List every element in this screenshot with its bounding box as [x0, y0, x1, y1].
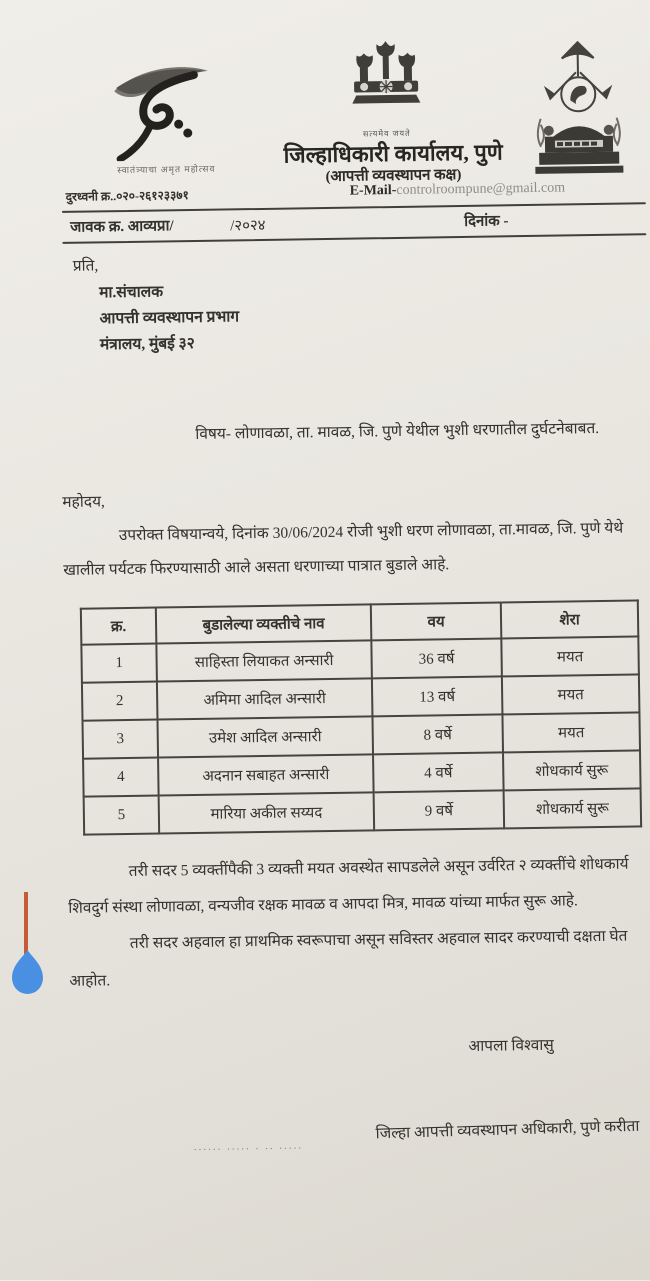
phone-line: दुरध्वनी क्र..०२०-२६१२३३७१ [66, 186, 189, 205]
collector-seal-icon [523, 37, 633, 185]
outward-year: /२०२४ [230, 215, 266, 236]
sign-off: आपला विश्वासु [468, 1033, 554, 1056]
closing-paragraph-line: तरी सदर 5 व्यक्तींपैकी 3 व्यक्ती मयत अवस… [129, 852, 629, 881]
table-header-cell: बुडालेल्या व्यक्तीचे नाव [156, 604, 372, 643]
signatory: जिल्हा आपत्ती व्यवस्थापन अधिकारी, पुणे क… [375, 1114, 639, 1144]
greeting: महोदय, [62, 489, 105, 512]
table-cell: 8 वर्षे [372, 714, 503, 754]
stray-dots: ...... ..... . .. ..... [194, 1139, 303, 1153]
outward-number-label: जावक क्र. आव्यप्रा/ [70, 215, 174, 237]
subject-line: विषय- लोणावळा, ता. मावळ, जि. पुणे येथील … [195, 416, 599, 444]
table-cell: अदनान सबाहत अन्सारी [158, 754, 374, 795]
table-cell: मयत [501, 636, 639, 676]
body-paragraph-line: उपरोक्त विषयान्वये, दिनांक 30/06/2024 रो… [119, 516, 624, 545]
table-header-cell: क्र. [81, 608, 157, 645]
recipient-line: आपत्ती व्यवस्थापन प्रभाग [99, 304, 239, 328]
table-cell: 3 [82, 720, 158, 759]
table-cell: 5 [84, 796, 160, 835]
table-cell: 13 वर्ष [372, 676, 503, 716]
table-cell: 36 वर्ष [371, 638, 502, 678]
table-cell: साहिस्ता लियाकत अन्सारी [156, 640, 372, 681]
table-cell: 1 [81, 644, 157, 683]
email-label: E-Mail- [350, 183, 397, 199]
date-label: दिनांक - [464, 210, 509, 231]
email-line: E-Mail-controlroompune@gmail.com [350, 180, 566, 199]
recipient-salutation: प्रति, [73, 253, 99, 275]
table-header-cell: वय [371, 602, 502, 640]
table-cell: 9 वर्षे [374, 790, 505, 830]
table-header-cell: शेरा [501, 600, 639, 638]
header-rule-top [62, 202, 646, 213]
table-cell: मयत [502, 712, 640, 752]
recipient-line: मंत्रालय, मुंबई ३२ [100, 331, 195, 354]
amrit-mahotsav-logo-icon [92, 57, 233, 161]
table-cell: शोधकार्य सुरू [504, 788, 642, 828]
closing-paragraph-line: आहोत. [69, 968, 110, 991]
amrit-mahotsav-caption: स्वातंत्र्याचा अमृत महोत्सव [81, 161, 251, 177]
ashoka-emblem-icon [343, 38, 428, 129]
table-cell: 4 वर्षे [373, 752, 504, 792]
closing-paragraph-line: तरी सदर अहवाल हा प्राथमिक स्वरूपाचा असून… [130, 924, 628, 953]
body-paragraph-line: खालील पर्यटक फिरण्यासाठी आले असता धरणाच्… [63, 552, 449, 580]
table-cell: 2 [82, 682, 158, 721]
table-cell: अमिमा आदिल अन्सारी [157, 678, 373, 719]
table-cell: 4 [83, 758, 159, 797]
table-cell: शोधकार्य सुरू [503, 750, 641, 790]
table-cell: मारिया अकील सय्यद [159, 792, 375, 833]
recipient-line: मा.संचालक [99, 279, 163, 302]
closing-paragraph-line: शिवदुर्ग संस्था लोणावळा, वन्यजीव रक्षक म… [68, 888, 578, 918]
table-cell: मयत [502, 674, 640, 714]
text-caret-line [24, 892, 28, 954]
table-cell: उमेश आदिल अन्सारी [157, 716, 373, 757]
email-value: controlroompune@gmail.com [396, 180, 565, 198]
text-selection-handle-icon[interactable] [12, 950, 43, 995]
